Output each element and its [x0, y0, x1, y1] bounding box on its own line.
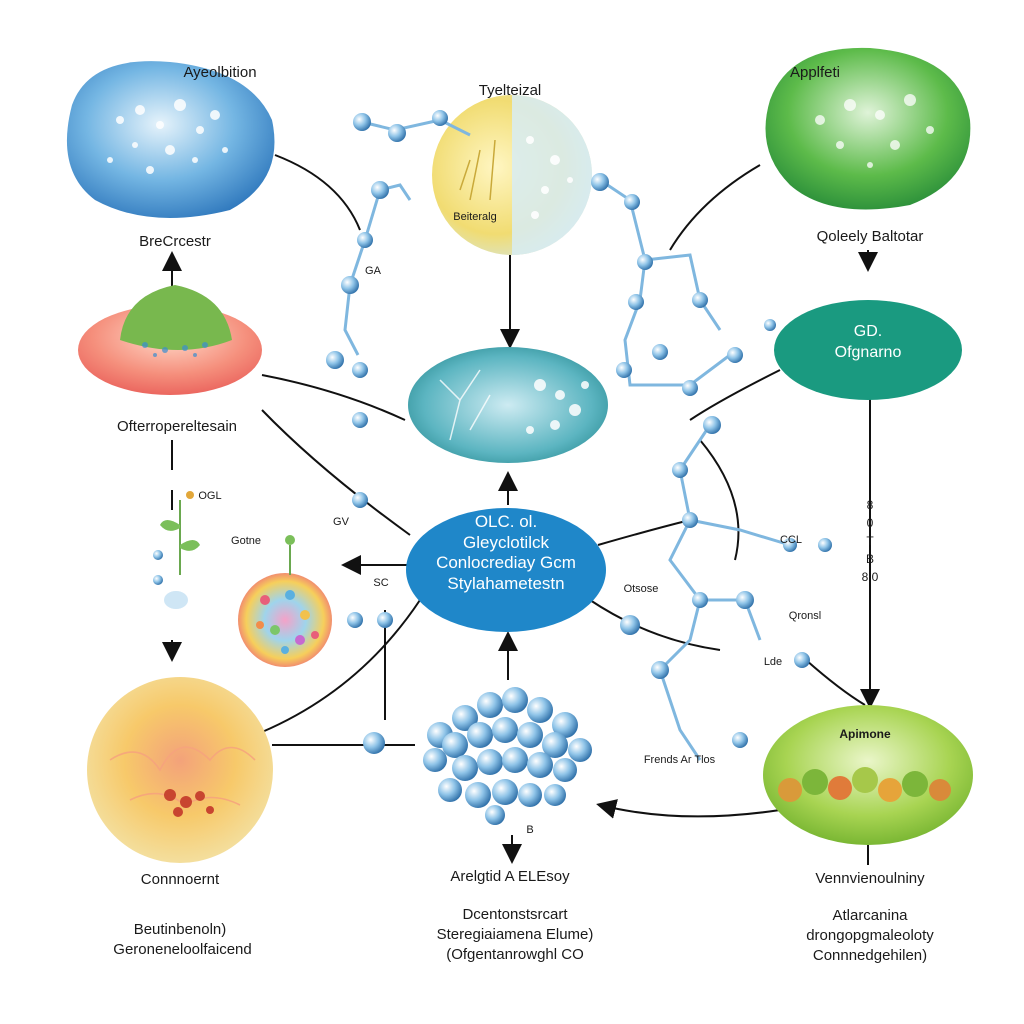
top-left-blob [66, 61, 275, 218]
center-node-line3: Conlocrediay Gcm [436, 553, 576, 573]
bottom-left-caption: Connnoernt [140, 871, 220, 888]
molecule-beads-upper-left [326, 110, 448, 754]
label-frends: Frends Ar Tlos [643, 754, 716, 766]
right-marker-1: 8 [866, 498, 874, 512]
edge-midleft-midcenter [261, 374, 406, 421]
bottom-mid-desc-2: Steregiaiamena Elume) [436, 926, 594, 943]
center-node-line1: OLC. ol. [474, 512, 538, 531]
bottom-mid-bead-cluster [423, 687, 592, 825]
gd-node-line2: Ofgnarno [834, 343, 902, 361]
label-gv: GV [333, 516, 349, 528]
molecule-beads-right-middle [620, 416, 832, 748]
top-center-inner-label: Beiteralg [453, 211, 497, 223]
label-b: B [526, 824, 534, 836]
edge-center-frends [589, 599, 721, 651]
bottom-left-circle [87, 677, 273, 863]
center-node[interactable] [406, 508, 606, 632]
edge-gd-chain [689, 369, 781, 421]
edge-midleft-center [261, 409, 411, 536]
bottom-left-desc-1: Beutinbenoln) [133, 921, 227, 938]
label-gotne: Gotne [231, 535, 261, 547]
mid-left-blob [78, 285, 262, 395]
right-marker-5: 8 0 [861, 570, 879, 584]
edge-frends-bottomright [805, 659, 866, 706]
bottom-mid-desc-3: (Ofgentanrowghl CO [446, 946, 584, 963]
gd-node[interactable] [774, 300, 962, 400]
mid-left-caption: Ofterropereltesain [116, 418, 238, 435]
right-marker-4: B [865, 552, 874, 566]
label-otsose: Otsose [623, 583, 659, 595]
label-qronsl: Qronsl [788, 610, 822, 622]
edge-topright-chain [669, 164, 761, 251]
gd-node-text[interactable]: GD. Ofgnarno [776, 322, 960, 364]
edge-center-bottomleft [261, 599, 421, 733]
bottom-right-caption: Vennvienoulniny [815, 870, 925, 887]
bottom-right-blob [763, 705, 973, 845]
bottom-right-desc-3: Connnedgehilen) [812, 947, 928, 964]
colorful-cluster [238, 535, 332, 667]
bottom-right-blob-label: Apimone [839, 727, 891, 741]
molecule-beads-upper-right [591, 173, 776, 396]
edge-chain-right [699, 439, 740, 561]
center-node-line4: Stylahametestn [447, 574, 565, 594]
top-right-caption: Qoleely Baltotar [816, 228, 924, 245]
top-left-blob-label: Ayeolbition [183, 64, 257, 81]
bottom-right-desc-1: Atlarcanina [832, 907, 908, 924]
right-marker-2: 0 [866, 516, 874, 530]
top-center-title: Tyelteizal [478, 82, 542, 99]
connector-lines [162, 154, 880, 865]
label-lde: Lde [763, 656, 783, 668]
center-node-text[interactable]: OLC. ol. Gleyclotilck Conlocrediay Gcm S… [408, 512, 604, 595]
right-marker-3: T [866, 534, 874, 548]
label-ccl: CCL [779, 534, 802, 546]
bottom-mid-caption: Arelgtid A ELEsoy [450, 868, 570, 885]
top-center-circle [432, 95, 592, 255]
bottom-left-desc-2: Geroneneloolfaicend [113, 941, 252, 958]
molecule-chain-upper-right [599, 178, 731, 387]
label-ogl: OGL [198, 490, 222, 502]
top-right-blob-label: Applfeti [789, 64, 841, 81]
label-ga: GA [365, 265, 381, 277]
edge-topleft-center [274, 154, 361, 231]
center-node-line2: Gleyclotilck [463, 532, 549, 552]
mid-center-circle [408, 347, 608, 463]
gd-node-line1: GD. [853, 323, 883, 340]
right-column-markers: 8 0 T B 8 0 [858, 496, 882, 586]
label-sc: SC [373, 577, 389, 589]
bottom-right-desc-2: drongopgmaleoloty [806, 927, 934, 944]
edge-center-right [597, 519, 691, 546]
edge-bottomright-bottommid [596, 799, 781, 819]
left-sprout-column [153, 491, 200, 609]
top-left-caption: BreCrcestr [139, 233, 211, 250]
top-right-blob [765, 47, 971, 210]
bottom-mid-desc-1: Dcentonstsrcart [462, 906, 568, 923]
